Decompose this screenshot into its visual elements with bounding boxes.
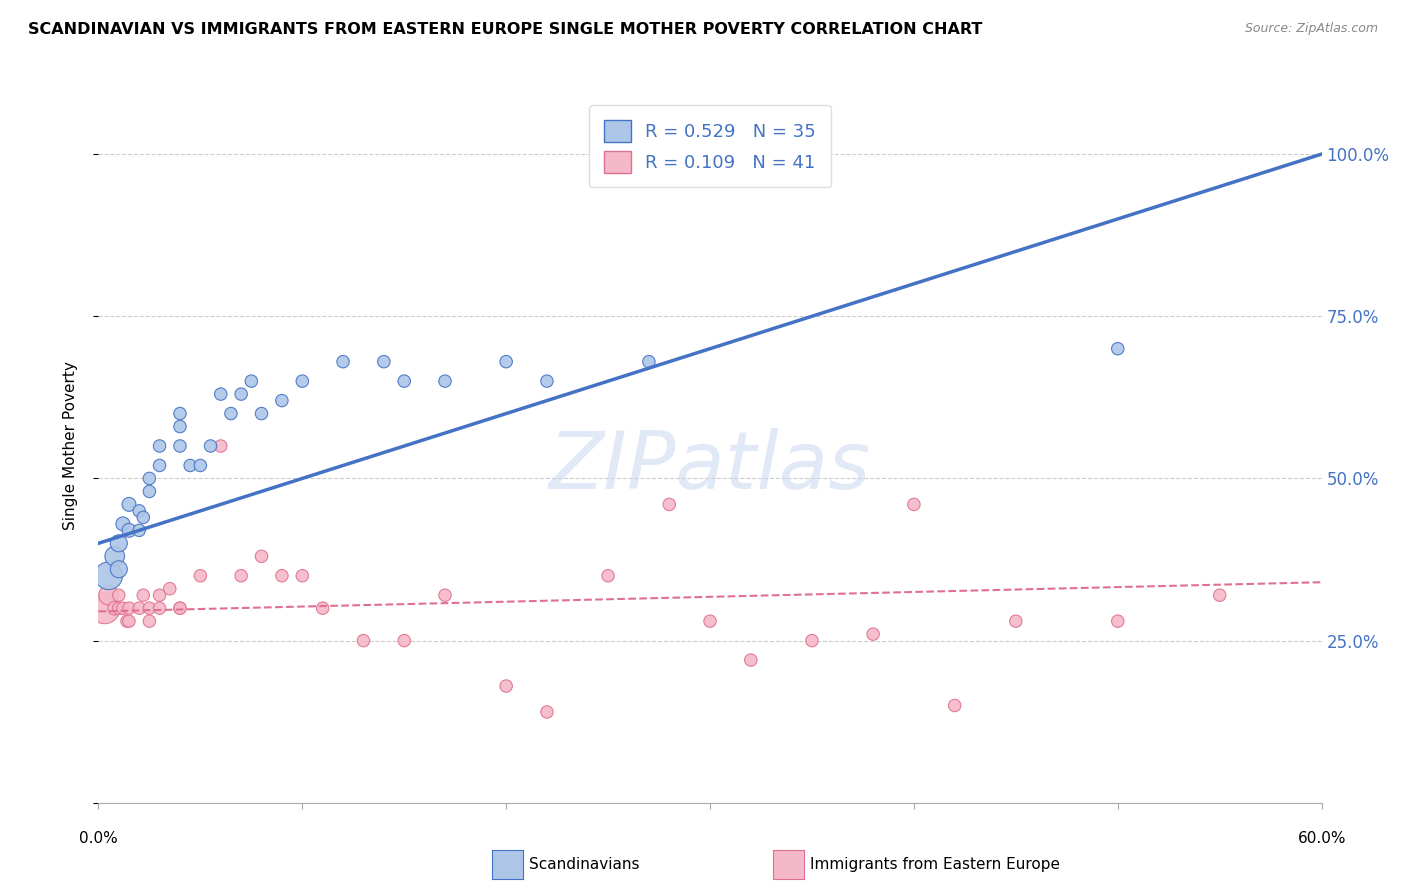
Text: ZIPatlas: ZIPatlas — [548, 428, 872, 507]
Point — [149, 588, 172, 602]
Point — [111, 516, 134, 531]
Point — [434, 374, 457, 388]
Point — [434, 588, 457, 602]
Point — [392, 633, 416, 648]
Point — [104, 549, 127, 564]
Point — [231, 387, 253, 401]
Point — [291, 374, 314, 388]
Point — [118, 614, 141, 628]
Point — [138, 471, 160, 485]
Point — [132, 510, 155, 524]
Point — [111, 601, 134, 615]
Point — [169, 407, 191, 421]
Legend: R = 0.529   N = 35, R = 0.109   N = 41: R = 0.529 N = 35, R = 0.109 N = 41 — [589, 105, 831, 187]
Point — [209, 439, 232, 453]
Point — [1107, 342, 1129, 356]
Point — [188, 568, 212, 582]
Point — [1107, 614, 1129, 628]
Text: Scandinavians: Scandinavians — [529, 857, 640, 871]
Point — [312, 601, 335, 615]
Text: SCANDINAVIAN VS IMMIGRANTS FROM EASTERN EUROPE SINGLE MOTHER POVERTY CORRELATION: SCANDINAVIAN VS IMMIGRANTS FROM EASTERN … — [28, 22, 983, 37]
Point — [118, 524, 141, 538]
Point — [188, 458, 212, 473]
Point — [943, 698, 966, 713]
Point — [209, 387, 232, 401]
Point — [97, 568, 120, 582]
Point — [536, 374, 558, 388]
Point — [250, 407, 273, 421]
Point — [536, 705, 558, 719]
Point — [231, 568, 253, 582]
Point — [169, 419, 191, 434]
Y-axis label: Single Mother Poverty: Single Mother Poverty — [63, 361, 77, 531]
Point — [270, 393, 294, 408]
Text: Source: ZipAtlas.com: Source: ZipAtlas.com — [1244, 22, 1378, 36]
Point — [128, 601, 150, 615]
Point — [159, 582, 181, 596]
Point — [250, 549, 273, 564]
Point — [495, 679, 517, 693]
Point — [108, 601, 131, 615]
Point — [118, 601, 141, 615]
Point — [169, 439, 191, 453]
Point — [93, 601, 115, 615]
Point — [169, 601, 191, 615]
Point — [598, 568, 620, 582]
Point — [115, 614, 138, 628]
Text: Immigrants from Eastern Europe: Immigrants from Eastern Europe — [810, 857, 1060, 871]
Point — [149, 458, 172, 473]
Point — [138, 614, 160, 628]
Point — [658, 497, 681, 511]
Point — [108, 562, 131, 576]
Point — [801, 633, 824, 648]
Point — [270, 568, 294, 582]
Point — [104, 601, 127, 615]
Point — [291, 568, 314, 582]
Point — [638, 354, 661, 368]
Point — [240, 374, 263, 388]
Point — [332, 354, 354, 368]
Point — [132, 588, 155, 602]
Point — [740, 653, 762, 667]
Point — [903, 497, 925, 511]
Point — [108, 588, 131, 602]
Point — [128, 524, 150, 538]
Point — [149, 601, 172, 615]
Point — [219, 407, 242, 421]
Point — [108, 536, 131, 550]
Point — [128, 504, 150, 518]
Point — [149, 439, 172, 453]
Point — [862, 627, 884, 641]
Point — [118, 497, 141, 511]
Point — [699, 614, 721, 628]
Point — [138, 601, 160, 615]
Point — [373, 354, 395, 368]
Text: 0.0%: 0.0% — [79, 831, 118, 847]
Point — [1209, 588, 1232, 602]
Point — [97, 588, 120, 602]
Text: 60.0%: 60.0% — [1298, 831, 1346, 847]
Point — [1004, 614, 1026, 628]
Point — [169, 601, 191, 615]
Point — [179, 458, 201, 473]
Point — [138, 484, 160, 499]
Point — [495, 354, 517, 368]
Point — [200, 439, 222, 453]
Point — [352, 633, 374, 648]
Point — [392, 374, 416, 388]
